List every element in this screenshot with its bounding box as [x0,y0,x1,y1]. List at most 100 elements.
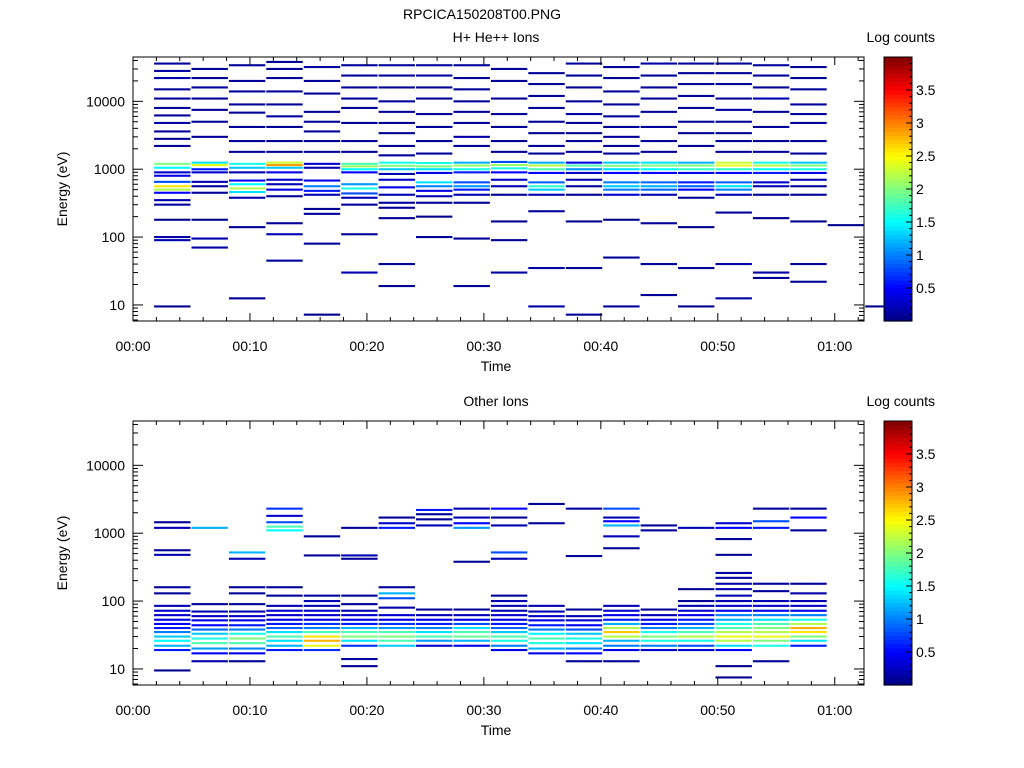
heatmap-cell [715,161,752,164]
heatmap-cell [154,521,191,524]
heatmap-cell [266,125,303,128]
colorbar-swatch [884,668,912,674]
heatmap-cell [678,649,715,652]
heatmap-cell [752,64,790,67]
heatmap-cell [191,615,228,618]
heatmap-cell [603,135,640,138]
heatmap-cell [790,644,827,647]
heatmap-cell [565,624,603,627]
colorbar-swatch [884,135,912,141]
heatmap-cell [603,103,640,106]
heatmap-cell [715,665,752,668]
heatmap-cell [228,557,266,560]
heatmap-cell [416,195,453,198]
heatmap-cell [341,86,378,89]
heatmap-cell [416,215,453,218]
colorbar-swatch [884,676,912,682]
heatmap-cell [378,263,415,266]
heatmap-cell [715,62,752,65]
heatmap-cell [228,592,266,595]
colorbar-swatch [884,118,912,124]
colorbar-swatch [884,316,912,322]
heatmap-cell [154,114,191,117]
heatmap-cell [341,271,378,274]
colorbar-swatch [884,85,912,91]
colorbar-swatch [884,425,912,430]
heatmap-cell [678,618,715,621]
heatmap-cell [266,529,303,532]
colorbar-swatch [884,664,912,670]
heatmap-cell [228,179,266,182]
heatmap-cell [565,140,603,143]
heatmap-cell [528,168,565,171]
colorbar-label-top: Log counts [867,29,936,45]
colorbar-swatch [884,499,912,505]
heatmap-cell [154,635,191,638]
heatmap-cell [752,110,790,113]
colorbar-swatch [884,598,912,604]
heatmap-cell [378,627,415,630]
heatmap-cell [752,86,790,89]
heatmap-cell [453,608,490,611]
heatmap-cell [603,164,640,167]
y-tick-label: 10 [109,661,125,677]
heatmap-cell [715,263,752,266]
y-axis-top: 10 100 1000 10000 [86,59,864,321]
heatmap-cell [416,86,453,89]
heatmap-cell [603,635,640,638]
colorbar-swatch [884,164,912,169]
heatmap-cell [191,164,228,167]
heatmap-cell [790,622,827,625]
heatmap-cell [378,639,415,642]
heatmap-cell [603,649,640,652]
y-axis-bottom: 10 100 1000 10000 [86,423,864,685]
heatmap-cell [191,647,228,650]
heatmap-cell [154,162,191,165]
heatmap-cell [341,168,378,171]
heatmap-cell [378,110,415,113]
heatmap-cell [378,121,415,124]
heatmap-cell [228,125,266,128]
heatmap-cell [603,188,640,191]
heatmap-cell [678,267,715,270]
heatmap-cell [303,130,341,133]
colorbar-tick-label: 3.5 [916,82,936,98]
heatmap-cell [565,628,603,631]
colorbar-tick-label: 2 [916,545,924,561]
heatmap-cell [565,615,603,618]
heatmap-cell [341,192,378,195]
heatmap-cell [715,618,752,621]
colorbar-swatch [884,110,912,116]
heatmap-cell [640,294,677,297]
heatmap-cell [678,161,715,164]
heatmap-cell [378,201,415,204]
heatmap-cell [228,79,266,82]
heatmap-cell [266,103,303,106]
heatmap-cell [191,185,228,188]
heatmap-cell [341,196,378,199]
heatmap-cell [154,185,191,188]
heatmap-cell [565,132,603,135]
heatmap-cell [228,187,266,190]
heatmap-cell [154,627,191,630]
heatmap-cell [490,150,528,153]
heatmap-cell [303,594,341,597]
heatmap-cell [565,168,603,171]
heatmap-cell [453,285,490,288]
heatmap-cell [303,614,341,617]
heatmap-cell [490,524,528,527]
colorbar-swatch [884,180,912,186]
y-tick-label: 1000 [94,161,125,177]
heatmap-cell [191,161,228,164]
heatmap-cell [154,199,191,202]
heatmap-cell [603,168,640,171]
heatmap-cell [154,586,191,589]
heatmap-cell [490,125,528,128]
colorbar-swatch [884,296,912,301]
heatmap-cell [528,83,565,86]
heatmap-cell [603,547,640,550]
heatmap-cell [790,185,827,188]
heatmap-cell [303,140,341,143]
colorbar-swatch [884,213,912,219]
heatmap-cell [303,618,341,621]
